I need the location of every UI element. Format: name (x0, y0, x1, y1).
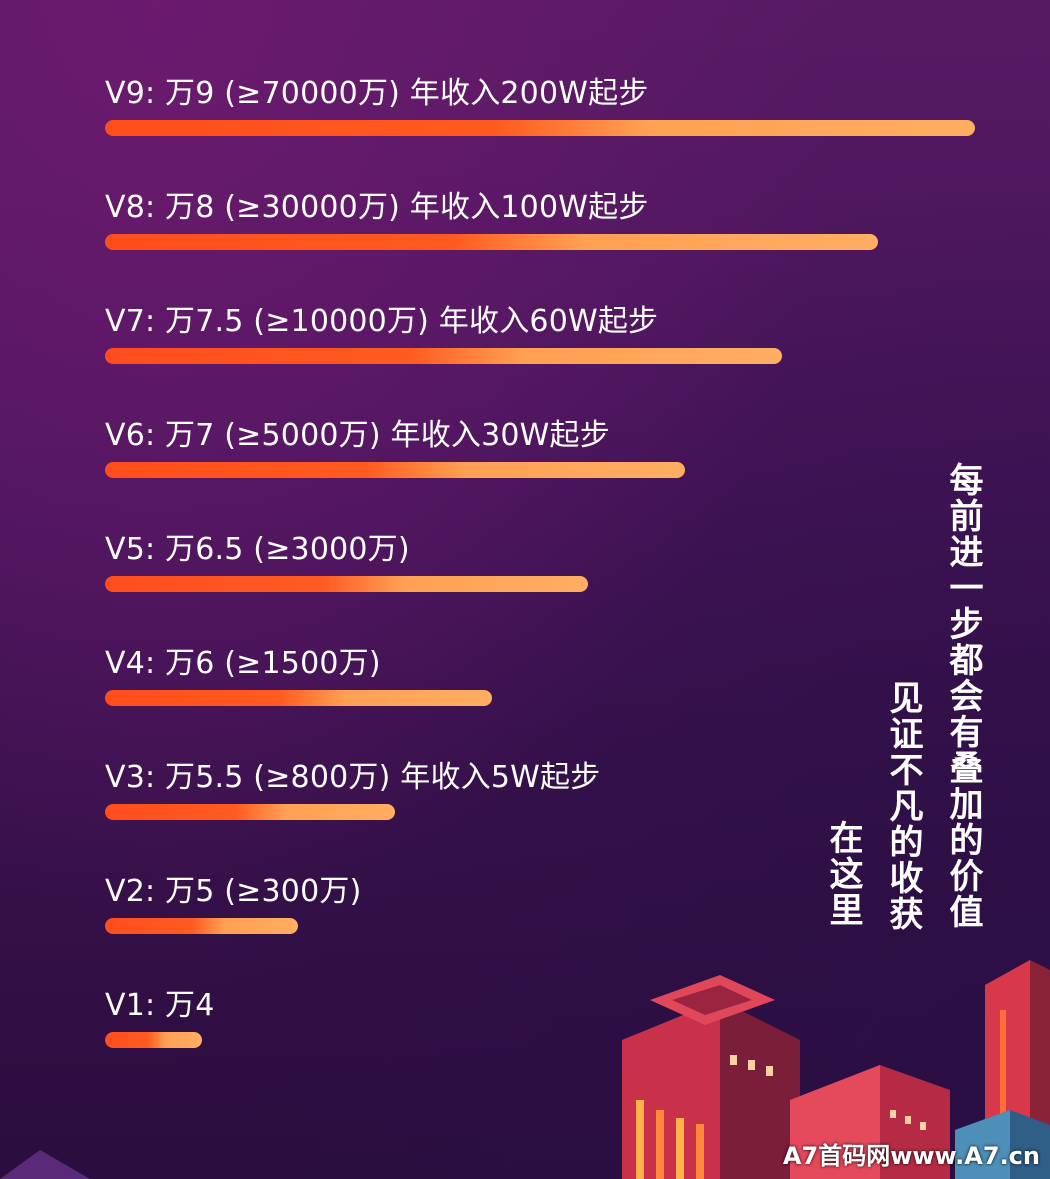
tier-label-v5: V5: 万6.5 (≥3000万) (105, 532, 410, 567)
tier-label-v9: V9: 万9 (≥70000万) 年收入200W起步 (105, 76, 649, 111)
tier-bar-v1 (105, 1032, 202, 1048)
tier-bar-v3 (105, 804, 395, 820)
tier-bar-v9 (105, 120, 975, 136)
tier-bar-v7 (105, 348, 782, 364)
site-watermark: A7首码网www.A7.cn (782, 1142, 1040, 1170)
tier-label-v1: V1: 万4 (105, 988, 215, 1023)
tier-label-v3: V3: 万5.5 (≥800万) 年收入5W起步 (105, 760, 601, 795)
tier-label-v2: V2: 万5 (≥300万) (105, 874, 362, 909)
tier-label-v8: V8: 万8 (≥30000万) 年收入100W起步 (105, 190, 649, 225)
slogan-line-2: 见证不凡的收获 (883, 680, 923, 932)
tier-label-v6: V6: 万7 (≥5000万) 年收入30W起步 (105, 418, 610, 453)
tier-bar-v8 (105, 234, 878, 250)
slogan-line-3: 在这里 (823, 820, 863, 928)
tier-bar-v2 (105, 918, 298, 934)
slogan-line-1: 每前进一步都会有叠加的价值 (943, 462, 983, 930)
tier-bar-v5 (105, 576, 588, 592)
tier-label-v4: V4: 万6 (≥1500万) (105, 646, 381, 681)
tier-bar-v6 (105, 462, 685, 478)
tier-bar-v4 (105, 690, 492, 706)
tier-label-v7: V7: 万7.5 (≥10000万) 年收入60W起步 (105, 304, 659, 339)
